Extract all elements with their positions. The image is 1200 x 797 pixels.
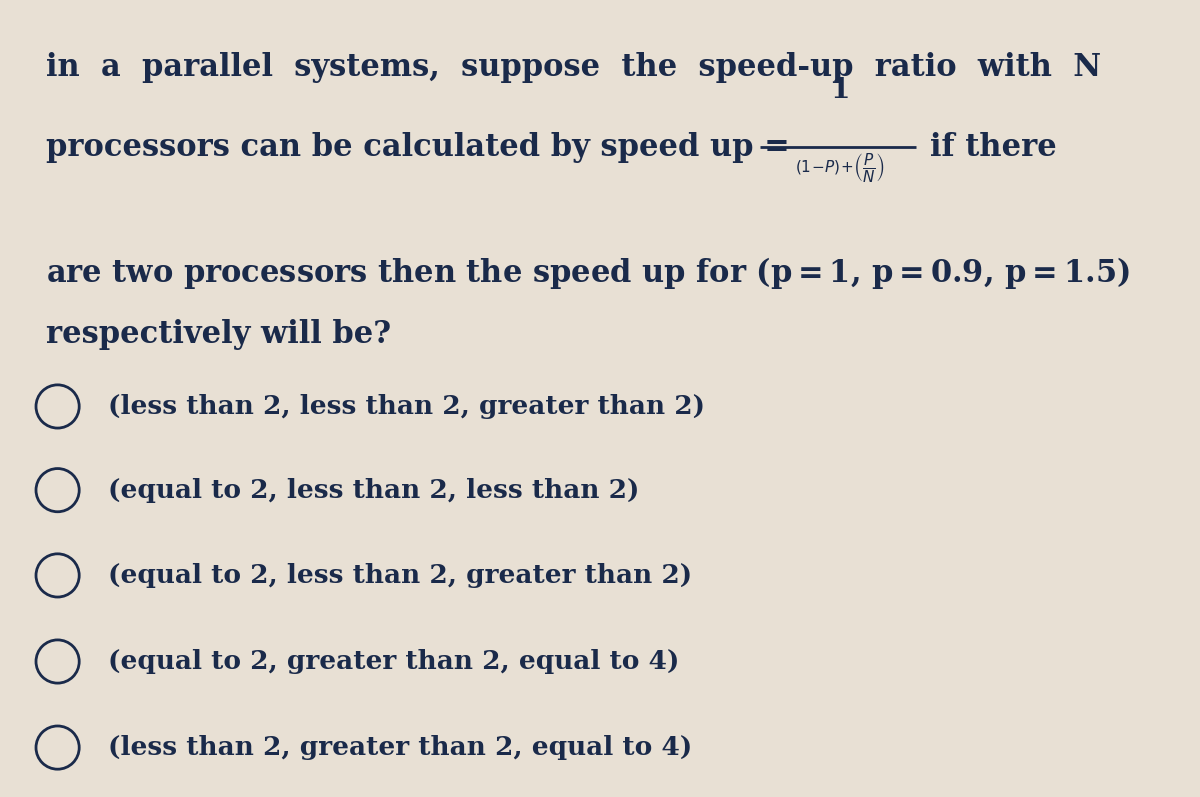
Text: (equal to 2, less than 2, greater than 2): (equal to 2, less than 2, greater than 2… [108,563,692,588]
Text: processors can be calculated by speed up =: processors can be calculated by speed up… [46,132,790,163]
Text: (equal to 2, less than 2, less than 2): (equal to 2, less than 2, less than 2) [108,477,640,503]
Text: $(1\!-\!P)\!+\!\left(\dfrac{P}{N}\right)$: $(1\!-\!P)\!+\!\left(\dfrac{P}{N}\right)… [796,151,884,184]
Text: in  a  parallel  systems,  suppose  the  speed-up  ratio  with  N: in a parallel systems, suppose the speed… [46,52,1100,83]
Text: if there: if there [930,132,1057,163]
Text: 1: 1 [830,77,850,104]
Text: (less than 2, greater than 2, equal to 4): (less than 2, greater than 2, equal to 4… [108,735,692,760]
Text: are two processors then the speed up for (p$\mathbf{=}$1, p$\mathbf{=}$0.9, p$\m: are two processors then the speed up for… [46,255,1129,291]
Text: (less than 2, less than 2, greater than 2): (less than 2, less than 2, greater than … [108,394,706,419]
Text: respectively will be?: respectively will be? [46,319,391,350]
Text: (equal to 2, greater than 2, equal to 4): (equal to 2, greater than 2, equal to 4) [108,649,679,674]
